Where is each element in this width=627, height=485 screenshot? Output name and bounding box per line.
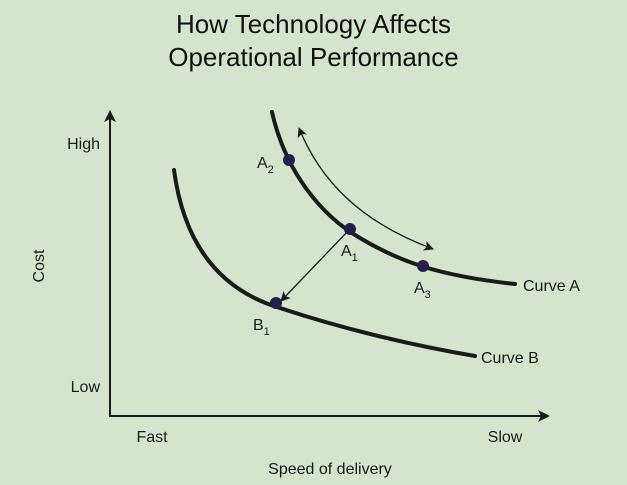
x-axis-title: Speed of delivery (268, 461, 392, 478)
shift-arrow (280, 230, 349, 302)
point-a3-label: A3 (414, 280, 431, 301)
curve-b (172, 168, 477, 358)
curve-a (270, 110, 517, 286)
point-a2-label: A2 (257, 155, 274, 176)
diagram-title: How Technology Affects Operational Perfo… (0, 8, 627, 74)
curve-a-label: Curve A (523, 278, 580, 295)
point-a2 (283, 154, 295, 166)
x-slow-label: Slow (488, 429, 523, 446)
point-a3 (417, 260, 429, 272)
title-line-2: Operational Performance (168, 42, 459, 72)
y-axis-title: Cost (31, 249, 48, 282)
y-low-label: Low (71, 379, 101, 396)
y-high-label: High (67, 136, 100, 153)
point-b1 (270, 297, 282, 309)
x-fast-label: Fast (136, 429, 168, 446)
tradeoff-arrow (297, 127, 434, 251)
curve-b-label: Curve B (481, 350, 539, 367)
point-a1 (344, 223, 356, 235)
title-line-1: How Technology Affects (175, 9, 452, 39)
point-a1-label: A1 (341, 243, 358, 264)
point-b1-label: B1 (253, 317, 270, 338)
